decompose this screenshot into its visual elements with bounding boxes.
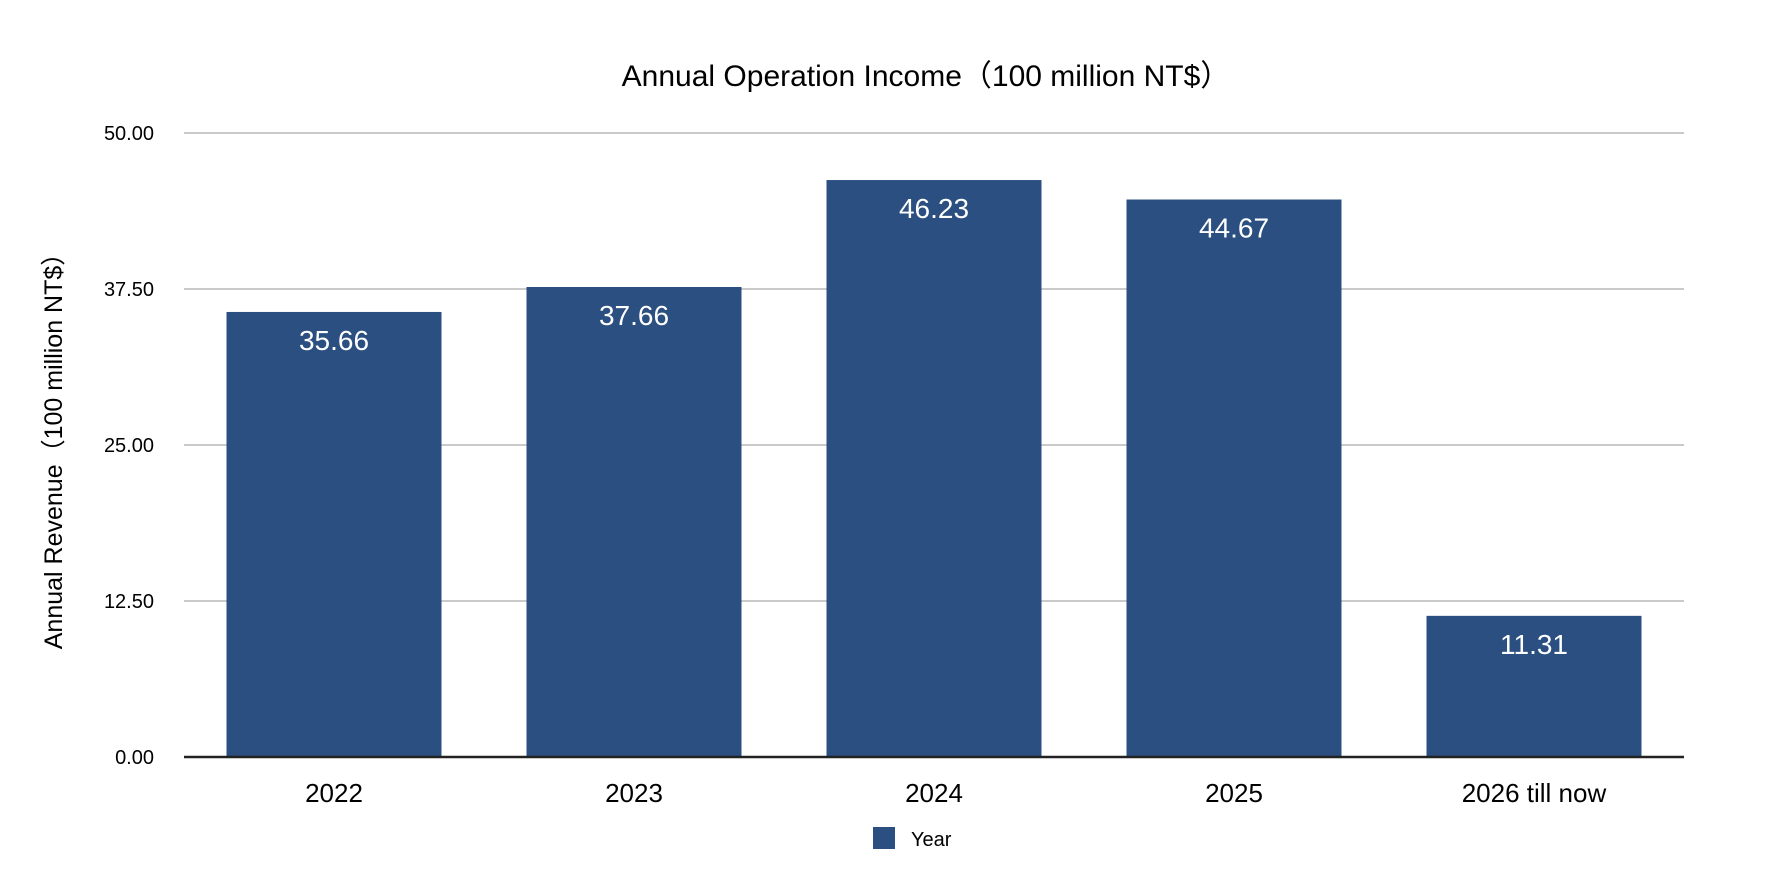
bar [1126,199,1342,757]
x-tick-label: 2022 [305,778,363,808]
data-label: 46.23 [899,193,969,224]
y-tick-label: 50.00 [104,123,154,145]
bar [526,287,742,757]
data-label: 35.66 [299,325,369,356]
x-tick-label: 2025 [1205,778,1263,808]
data-label: 37.66 [599,300,669,331]
y-axis-label: Annual Revenue（100 million NT$） [40,241,68,650]
x-tick-label: 2023 [605,778,663,808]
bar [226,311,442,757]
bar [1426,615,1642,757]
legend-label: Year [911,829,952,851]
legend: Year [873,827,952,851]
x-tick-label: 2024 [905,778,963,808]
y-tick-label: 25.00 [104,435,154,457]
legend-swatch [873,827,895,849]
y-tick-label: 12.50 [104,591,154,613]
chart-title: Annual Operation Income（100 million NT$） [622,60,1231,93]
data-label: 11.31 [1500,629,1568,660]
data-label: 44.67 [1199,213,1269,244]
y-tick-label: 0.00 [115,747,154,769]
x-tick-label: 2026 till now [1462,778,1607,808]
bar [826,180,1042,757]
y-tick-label: 37.50 [104,279,154,301]
